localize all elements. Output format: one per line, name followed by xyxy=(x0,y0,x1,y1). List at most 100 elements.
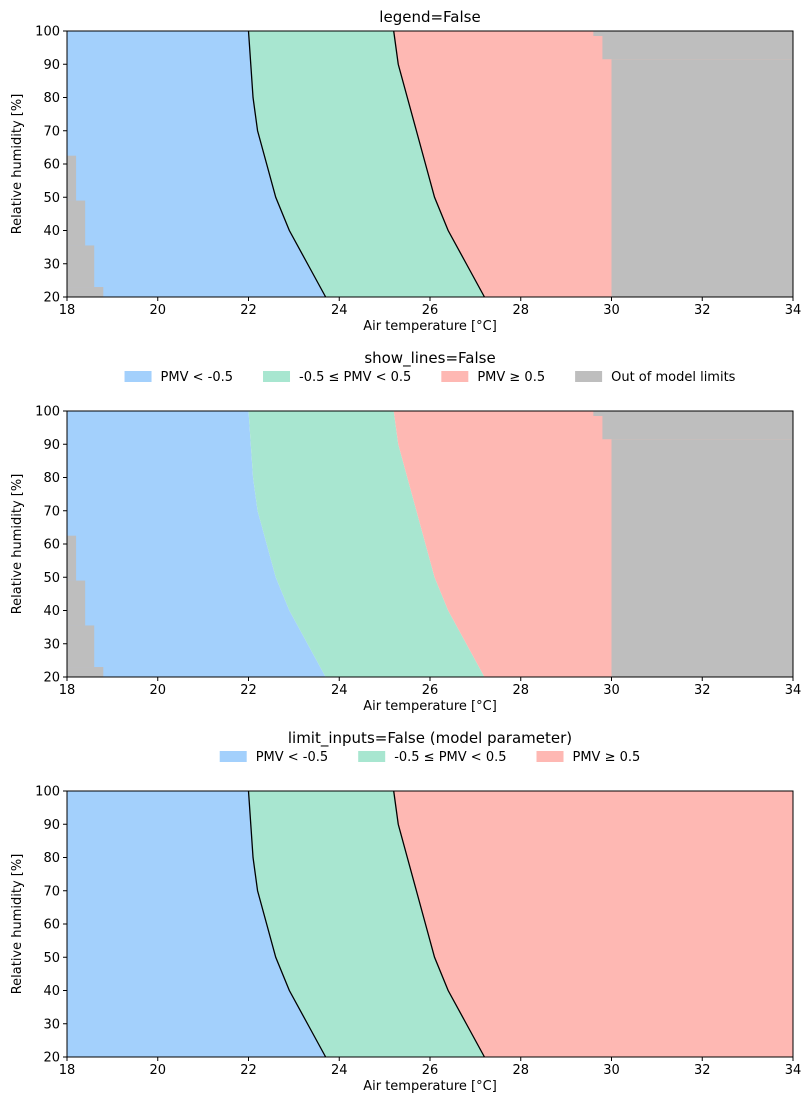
legend-entry-label: PMV < -0.5 xyxy=(161,370,233,385)
y-tick-label: 80 xyxy=(43,851,60,866)
y-tick-label: 60 xyxy=(43,538,60,553)
boundary-line-pmv-minus-0.5 xyxy=(247,790,327,1058)
x-tick-label: 28 xyxy=(512,303,529,318)
x-tick-label: 28 xyxy=(512,683,529,698)
y-tick-label: 30 xyxy=(43,1017,60,1032)
boundary-line-pmv-plus-0.5 xyxy=(393,30,486,298)
x-tick-label: 32 xyxy=(694,1063,711,1078)
y-tick-label: 60 xyxy=(43,158,60,173)
legend-entry-label: -0.5 ≤ PMV < 0.5 xyxy=(299,370,411,385)
x-tick-label: 22 xyxy=(240,1063,257,1078)
y-tick-label: 60 xyxy=(43,918,60,933)
x-tick-label: 34 xyxy=(785,303,802,318)
x-tick-label: 20 xyxy=(149,683,166,698)
y-tick-label: 80 xyxy=(43,471,60,486)
out-of-limits-low-step-1 xyxy=(67,287,104,297)
chart-panel-1: 18 20 22 24 26 28 30 32 342030405060708090100Air… xyxy=(10,8,801,334)
region-pmv-below-minus-0.5 xyxy=(67,411,326,677)
y-tick-label: 90 xyxy=(43,438,60,453)
x-tick-label: 18 xyxy=(59,683,76,698)
x-tick-label: 22 xyxy=(240,683,257,698)
y-tick-label: 80 xyxy=(43,91,60,106)
out-of-limits-high-step-3 xyxy=(593,411,793,416)
region-pmv-neutral xyxy=(248,411,485,677)
boundary-line-pmv-minus-0.5 xyxy=(247,30,327,298)
y-tick-label: 40 xyxy=(43,984,60,999)
x-tick-label: 28 xyxy=(512,1063,529,1078)
x-tick-label: 26 xyxy=(422,303,439,318)
y-tick-label: 70 xyxy=(43,504,60,519)
y-tick-label: 50 xyxy=(43,191,60,206)
region-pmv-above-0.5 xyxy=(393,791,793,1057)
legend-entry-label: PMV < -0.5 xyxy=(256,750,328,765)
y-tick-label: 30 xyxy=(43,637,60,652)
out-of-limits-low-step-4 xyxy=(67,535,77,581)
y-tick-label: 20 xyxy=(43,291,60,306)
y-axis-label: Relative humidity [%] xyxy=(10,474,25,615)
chart-title: legend=False xyxy=(379,8,480,26)
x-tick-label: 26 xyxy=(422,683,439,698)
out-of-limits-low-step-3 xyxy=(67,200,86,246)
x-tick-label: 26 xyxy=(422,1063,439,1078)
legend-swatch xyxy=(263,371,291,382)
chart-panel-3: 18 20 22 24 26 28 30 32 342030405060708090100Air… xyxy=(10,729,801,1094)
legend-swatch xyxy=(124,371,152,382)
y-tick-label: 100 xyxy=(35,25,60,40)
x-tick-label: 24 xyxy=(331,683,348,698)
legend-entry-label: PMV ≥ 0.5 xyxy=(573,750,641,765)
x-tick-label: 30 xyxy=(603,683,620,698)
y-axis-label: Relative humidity [%] xyxy=(10,854,25,995)
out-of-limits-low-step-4 xyxy=(67,155,77,201)
x-tick-label: 18 xyxy=(59,1063,76,1078)
legend: PMV < -0.5 -0.5 ≤ PMV < 0.5 PMV ≥ 0.5 xyxy=(219,750,641,765)
out-of-limits-low-step-1 xyxy=(67,667,104,677)
y-tick-label: 100 xyxy=(35,405,60,420)
legend-swatch xyxy=(575,371,603,382)
chart-title: show_lines=False xyxy=(364,349,495,368)
y-tick-label: 40 xyxy=(43,224,60,239)
x-axis-label: Air temperature [°C] xyxy=(363,319,497,334)
x-tick-label: 30 xyxy=(603,1063,620,1078)
chart-panel-2: 18 20 22 24 26 28 30 32 342030405060708090100Air… xyxy=(10,349,801,714)
out-of-limits-low-step-2 xyxy=(67,625,95,668)
y-tick-label: 90 xyxy=(43,818,60,833)
x-tick-label: 22 xyxy=(240,303,257,318)
region-pmv-below-minus-0.5 xyxy=(67,31,326,297)
out-of-limits-low-step-2 xyxy=(67,245,95,288)
legend-swatch xyxy=(219,751,247,762)
legend-entry-label: PMV ≥ 0.5 xyxy=(477,370,545,385)
y-tick-label: 70 xyxy=(43,884,60,899)
y-tick-label: 20 xyxy=(43,671,60,686)
boundary-line-pmv-plus-0.5 xyxy=(393,790,486,1058)
x-tick-label: 24 xyxy=(331,303,348,318)
out-of-limits-high-step-2 xyxy=(602,415,793,440)
out-of-limits-high-step-1 xyxy=(611,59,793,298)
out-of-limits-low-step-3 xyxy=(67,580,86,626)
legend-swatch xyxy=(358,751,386,762)
x-tick-label: 30 xyxy=(603,303,620,318)
y-tick-label: 90 xyxy=(43,58,60,73)
legend-entry-label: -0.5 ≤ PMV < 0.5 xyxy=(394,750,506,765)
x-axis-label: Air temperature [°C] xyxy=(363,1079,497,1094)
region-pmv-neutral xyxy=(248,791,485,1057)
region-pmv-below-minus-0.5 xyxy=(67,791,326,1057)
legend-swatch xyxy=(536,751,564,762)
y-tick-label: 30 xyxy=(43,257,60,272)
chart-title: limit_inputs=False (model parameter) xyxy=(288,729,572,748)
legend-entry-label: Out of model limits xyxy=(611,370,736,385)
y-axis-label: Relative humidity [%] xyxy=(10,94,25,235)
x-tick-label: 24 xyxy=(331,1063,348,1078)
out-of-limits-high-step-1 xyxy=(611,439,793,677)
out-of-limits-high-step-3 xyxy=(593,31,793,36)
out-of-limits-high-step-2 xyxy=(602,35,793,60)
x-tick-label: 34 xyxy=(785,1063,802,1078)
legend-swatch xyxy=(441,371,469,382)
y-tick-label: 40 xyxy=(43,604,60,619)
x-tick-label: 20 xyxy=(149,303,166,318)
legend: PMV < -0.5 -0.5 ≤ PMV < 0.5 PMV ≥ 0.5 Out o… xyxy=(124,370,736,385)
x-tick-label: 18 xyxy=(59,303,76,318)
y-tick-label: 20 xyxy=(43,1051,60,1066)
x-tick-label: 32 xyxy=(694,683,711,698)
y-tick-label: 100 xyxy=(35,785,60,800)
